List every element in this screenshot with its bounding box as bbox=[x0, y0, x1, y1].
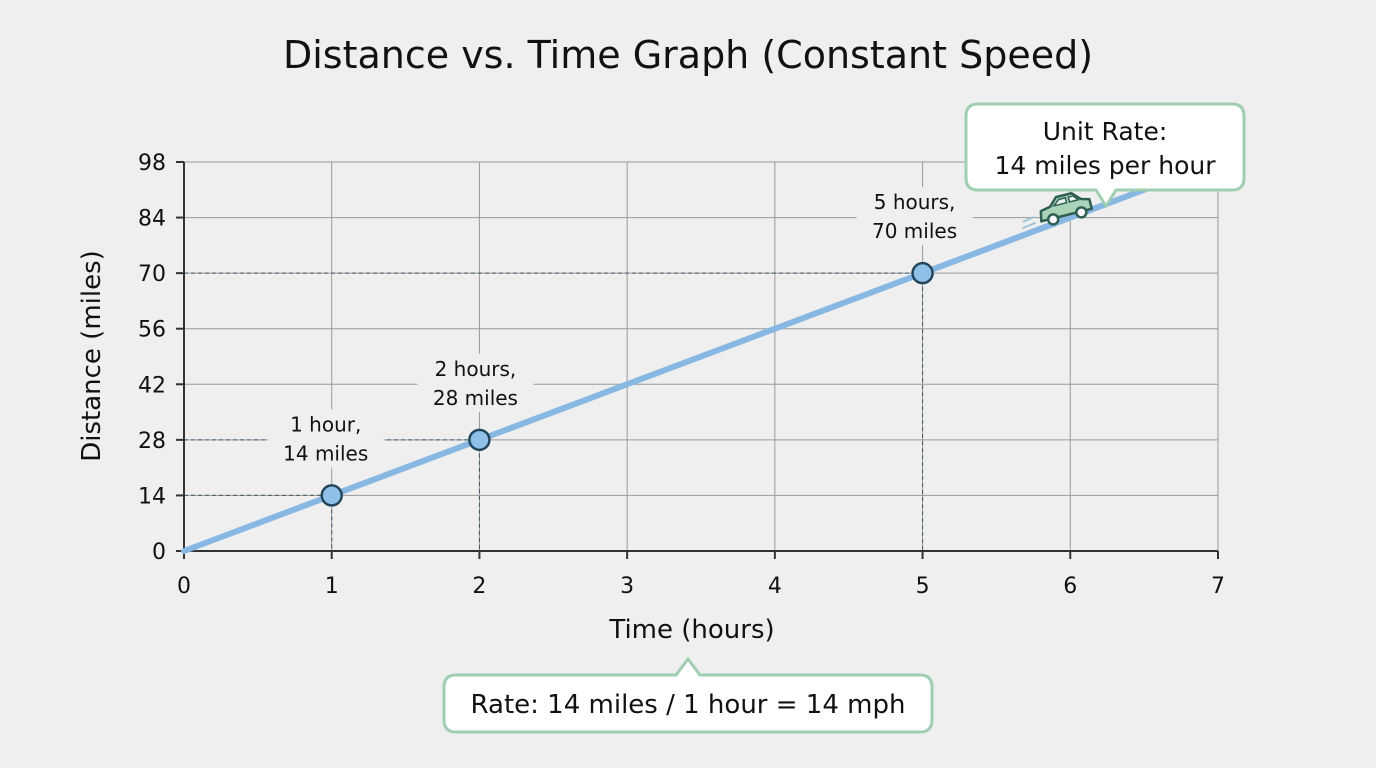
series-line bbox=[181, 172, 1185, 554]
point-label-bg bbox=[417, 353, 534, 412]
y-tick-label: 28 bbox=[138, 429, 166, 454]
y-tick-label: 0 bbox=[152, 540, 166, 565]
y-tick-label: 84 bbox=[138, 207, 166, 232]
x-tick-label: 1 bbox=[325, 574, 339, 599]
point-label: 5 hours, bbox=[874, 190, 956, 214]
point-label: 70 miles bbox=[872, 219, 957, 243]
x-tick-label: 6 bbox=[1063, 574, 1077, 599]
y-tick-label: 42 bbox=[138, 373, 166, 398]
x-tick-label: 3 bbox=[620, 574, 634, 599]
data-point bbox=[468, 428, 491, 452]
y-tick-label: 14 bbox=[138, 484, 166, 509]
point-label: 2 hours, bbox=[435, 357, 517, 381]
rate-callout: Rate: 14 miles / 1 hour = 14 mph bbox=[442, 656, 934, 734]
x-axis-label: Time (hours) bbox=[608, 615, 774, 645]
x-tick-label: 0 bbox=[177, 574, 191, 599]
data-points: 1 hour, 14 miles 2 hours, 28 miles 5 hours, 7… bbox=[267, 187, 973, 507]
point-label: 1 hour, bbox=[290, 412, 361, 436]
point-label: 28 miles bbox=[433, 386, 518, 410]
series bbox=[181, 172, 1185, 554]
unit-rate-line-1: Unit Rate: bbox=[1043, 117, 1168, 146]
point-label-bg bbox=[856, 187, 973, 246]
y-tick-label: 98 bbox=[138, 151, 166, 176]
y-tick-label: 70 bbox=[138, 262, 166, 287]
data-point bbox=[911, 261, 934, 285]
unit-rate-line-2: 14 miles per hour bbox=[994, 151, 1216, 180]
y-axis-label: Distance (miles) bbox=[77, 250, 107, 462]
chart-title: Distance vs. Time Graph (Constant Speed) bbox=[283, 33, 1093, 77]
point-label-bg bbox=[267, 409, 384, 468]
rate-text: Rate: 14 miles / 1 hour = 14 mph bbox=[471, 690, 906, 720]
x-tick-label: 5 bbox=[916, 574, 930, 599]
x-tick-label: 2 bbox=[472, 574, 486, 599]
car-icon bbox=[1022, 191, 1094, 230]
x-tick-label: 7 bbox=[1211, 574, 1225, 599]
data-point bbox=[320, 484, 343, 507]
point-label: 14 miles bbox=[283, 441, 368, 465]
unit-rate-callout: Unit Rate: 14 miles per hour bbox=[964, 102, 1246, 209]
x-tick-label: 4 bbox=[768, 574, 782, 599]
y-tick-label: 56 bbox=[138, 318, 166, 343]
